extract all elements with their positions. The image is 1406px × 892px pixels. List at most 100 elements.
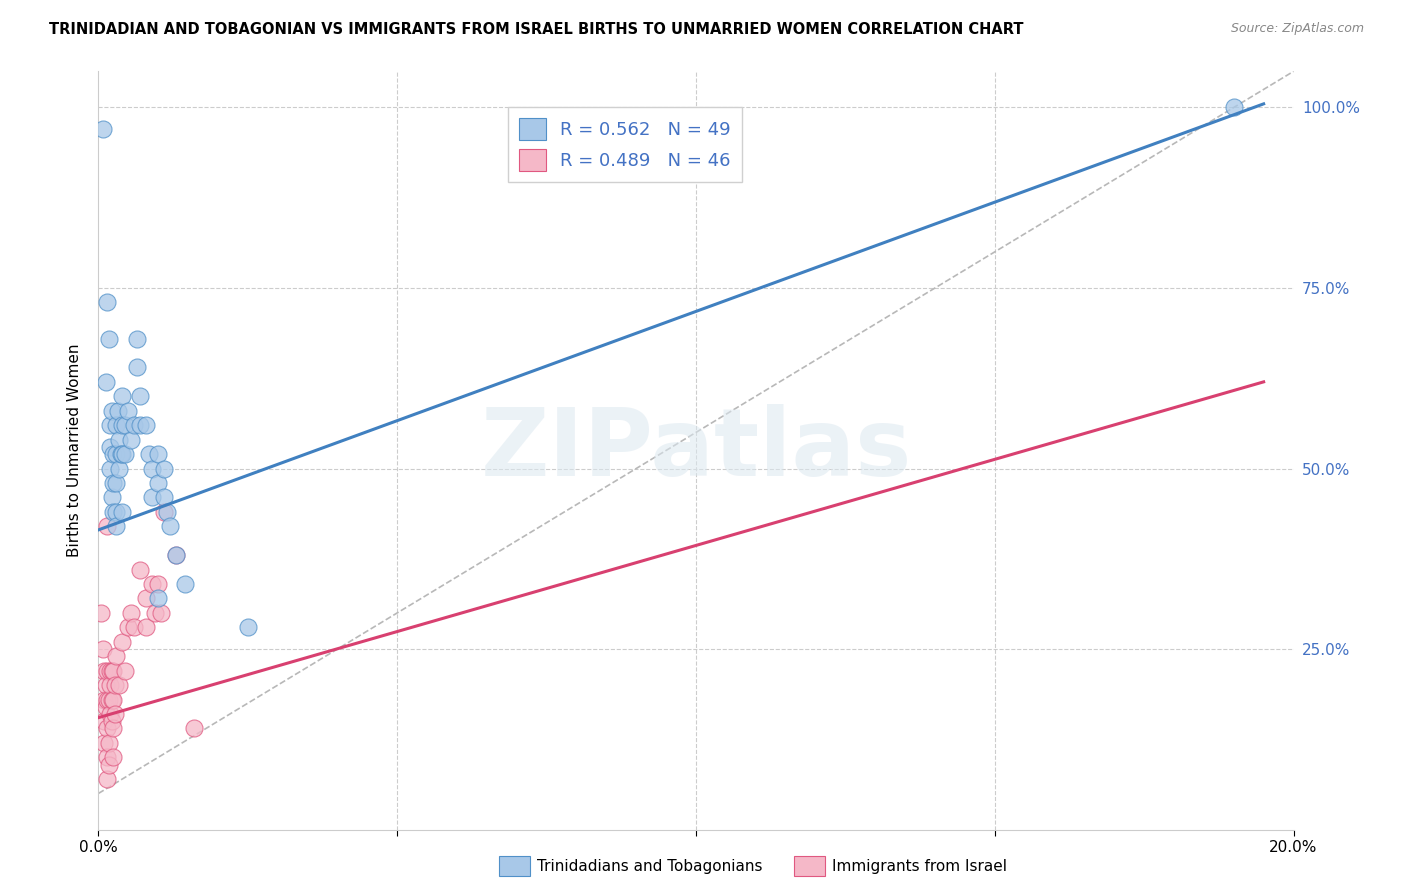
Point [110,447,132,461]
Point [98,664,122,678]
Point [120,606,142,620]
Point [100,491,122,505]
Text: Source: ZipAtlas.com: Source: ZipAtlas.com [1230,22,1364,36]
Point [148,591,170,606]
Point [94,678,117,692]
Point [111,447,134,461]
Text: Immigrants from Israel: Immigrants from Israel [832,859,1007,873]
Point [91,122,114,136]
Point [93,692,115,706]
Point [148,475,170,490]
Text: ZIPatlas: ZIPatlas [481,404,911,497]
Point [94,375,117,389]
Point [111,635,134,649]
Point [1223,100,1246,114]
Point [104,678,127,692]
Point [111,389,134,403]
Point [96,772,118,786]
Point [105,418,128,433]
Point [100,664,122,678]
Text: Trinidadians and Tobagonians: Trinidadians and Tobagonians [537,859,762,873]
Point [124,418,146,433]
Point [90,606,112,620]
Point [105,447,128,461]
Point [117,620,139,634]
Point [100,714,122,729]
Point [135,620,157,634]
Point [96,722,118,736]
Point [135,418,157,433]
Point [129,418,152,433]
Point [236,620,259,634]
Point [153,505,176,519]
Point [94,699,117,714]
Point [105,505,128,519]
Point [103,475,125,490]
Point [156,505,179,519]
Point [183,722,205,736]
Point [114,447,136,461]
Point [104,706,127,721]
Point [148,577,170,591]
Point [98,440,122,454]
Point [138,447,160,461]
Point [103,692,125,706]
Point [93,736,115,750]
Point [114,418,136,433]
Point [96,664,118,678]
Point [141,461,163,475]
Point [174,577,197,591]
Point [96,519,118,533]
Point [98,678,122,692]
Y-axis label: Births to Unmarried Women: Births to Unmarried Women [67,343,83,558]
Point [96,692,118,706]
Point [98,757,121,772]
Point [150,606,173,620]
Point [98,418,122,433]
Point [105,475,128,490]
Point [127,332,149,346]
Point [98,706,122,721]
Point [117,403,139,417]
Legend: R = 0.562   N = 49, R = 0.489   N = 46: R = 0.562 N = 49, R = 0.489 N = 46 [508,107,741,182]
Point [98,332,121,346]
Point [103,750,125,764]
Point [100,403,122,417]
Point [153,461,176,475]
Point [111,505,134,519]
Point [159,519,181,533]
Point [141,491,163,505]
Point [135,591,157,606]
Point [124,620,146,634]
Point [165,548,187,562]
Point [143,606,166,620]
Point [108,678,131,692]
Text: TRINIDADIAN AND TOBAGONIAN VS IMMIGRANTS FROM ISRAEL BIRTHS TO UNMARRIED WOMEN C: TRINIDADIAN AND TOBAGONIAN VS IMMIGRANTS… [49,22,1024,37]
Point [100,692,122,706]
Point [96,295,118,310]
Point [129,563,152,577]
Point [108,461,131,475]
Point [103,505,125,519]
Point [114,664,136,678]
Point [91,642,114,657]
Point [105,519,128,533]
Point [153,491,176,505]
Point [98,692,121,706]
Point [93,664,115,678]
Point [127,360,149,375]
Point [111,418,134,433]
Point [96,750,118,764]
Point [103,664,125,678]
Point [148,447,170,461]
Point [103,447,125,461]
Point [105,649,128,664]
Point [93,714,115,729]
Point [165,548,187,562]
Point [103,722,125,736]
Point [98,461,122,475]
Point [129,389,152,403]
Point [141,577,163,591]
Point [98,736,121,750]
Point [107,403,129,417]
